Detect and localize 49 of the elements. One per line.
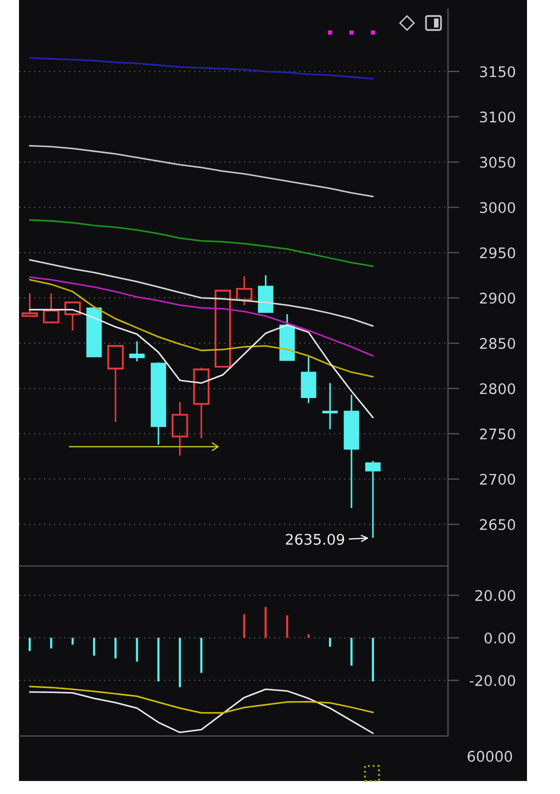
annotation: 2635.09 (286, 534, 344, 545)
bar (114, 638, 117, 658)
candlestick (22, 292, 38, 317)
bar (50, 638, 52, 648)
candlestick (129, 340, 145, 362)
line-series (28, 279, 374, 378)
bar (93, 638, 96, 656)
text: 60000 (468, 750, 512, 762)
y-tick-label: 2750 (480, 428, 516, 440)
bar (28, 638, 31, 651)
candlestick (258, 274, 274, 313)
bar (372, 638, 374, 682)
bar (136, 638, 138, 662)
bar (178, 638, 181, 688)
candlestick (172, 401, 188, 456)
y-tick-label: 0.00 (484, 632, 516, 644)
y-tick-label: 2650 (480, 519, 516, 530)
line-series (28, 57, 374, 80)
bar (328, 638, 332, 647)
y-tick-label: 3100 (480, 111, 516, 123)
y-tick-label: -20.00 (470, 675, 516, 686)
line-series (28, 686, 374, 714)
y-tick-label: 3050 (480, 156, 516, 168)
candlestick (300, 356, 316, 404)
line-series (28, 276, 374, 357)
bar (286, 615, 288, 638)
y-tick-label: 2900 (480, 292, 516, 304)
candlestick (322, 382, 338, 430)
candlestick (214, 290, 231, 368)
bar (72, 638, 74, 645)
bar (243, 614, 246, 638)
line-series (28, 688, 374, 734)
y-tick-label: 2950 (480, 247, 516, 258)
line-series (28, 219, 374, 267)
candlestick (279, 313, 295, 361)
line-series (28, 144, 374, 198)
y-tick-label: 3150 (480, 66, 516, 78)
bar (264, 607, 267, 638)
y-tick-label: 20.00 (475, 590, 516, 602)
bar (350, 638, 353, 666)
bar (157, 638, 160, 682)
candlestick (344, 394, 360, 509)
line-series (28, 259, 374, 327)
y-tick-label: 2700 (480, 474, 516, 485)
y-tick-label: 3000 (480, 202, 516, 214)
bar (308, 634, 310, 638)
y-tick-label: 2850 (480, 338, 516, 349)
bar (200, 638, 202, 673)
y-tick-label: 2800 (480, 383, 516, 394)
